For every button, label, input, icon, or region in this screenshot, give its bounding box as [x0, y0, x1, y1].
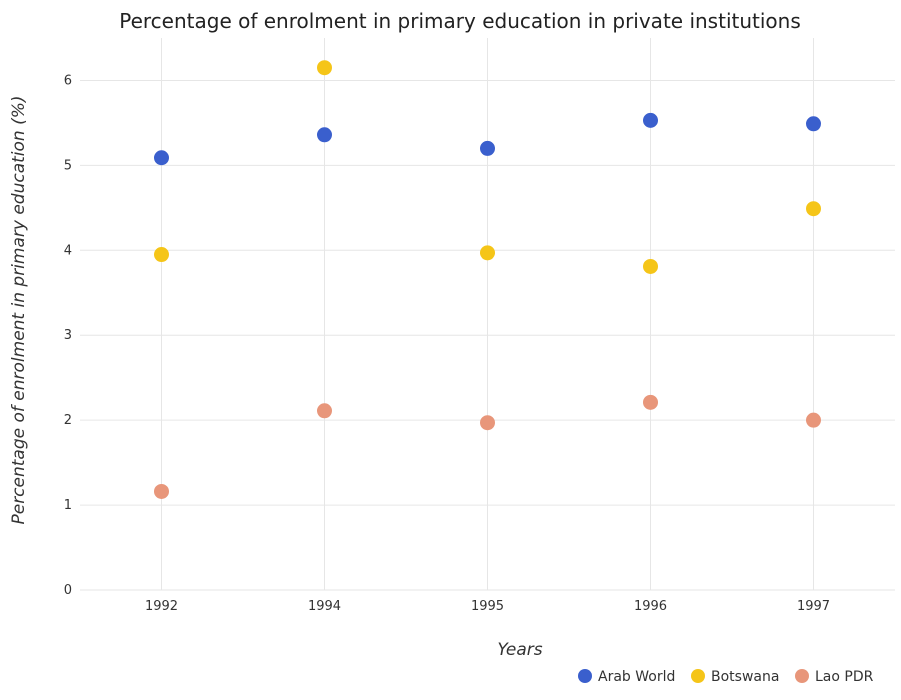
x-tick-label: 1995 [471, 599, 504, 614]
data-point-lao-pdr [480, 415, 495, 431]
x-axis-label: Years [497, 640, 542, 660]
y-axis-label: Percentage of enrolment in primary educa… [9, 95, 29, 524]
data-point-arab-world [806, 116, 821, 132]
legend-marker [691, 669, 705, 683]
y-tick-label: 1 [64, 498, 72, 513]
data-point-lao-pdr [643, 394, 658, 410]
data-point-botswana [806, 201, 821, 217]
y-tick-label: 3 [64, 328, 72, 343]
y-tick-label: 6 [64, 73, 72, 88]
data-point-lao-pdr [806, 412, 821, 428]
x-axis-ticks: 1992 1994 1995 1996 1997 [145, 599, 830, 614]
data-point-botswana [317, 60, 332, 76]
data-point-botswana [154, 247, 169, 263]
y-tick-label: 0 [64, 583, 72, 598]
data-point-lao-pdr [154, 483, 169, 499]
y-tick-label: 5 [64, 158, 72, 173]
legend-marker [578, 669, 592, 683]
legend: Arab World Botswana Lao PDR [578, 669, 874, 685]
data-point-arab-world [154, 150, 169, 166]
x-tick-label: 1996 [634, 599, 667, 614]
x-tick-label: 1992 [145, 599, 178, 614]
data-point-arab-world [643, 112, 658, 128]
data-point-arab-world [317, 127, 332, 143]
x-tick-label: 1997 [797, 599, 830, 614]
data-point-botswana [480, 245, 495, 261]
chart-title: Percentage of enrolment in primary educa… [119, 9, 801, 33]
legend-label: Botswana [711, 669, 779, 685]
legend-label: Arab World [598, 669, 675, 685]
x-tick-label: 1994 [308, 599, 341, 614]
y-tick-label: 2 [64, 413, 72, 428]
data-point-botswana [643, 258, 658, 274]
grid [80, 38, 895, 591]
legend-marker [795, 669, 809, 683]
y-tick-label: 4 [64, 243, 72, 258]
y-axis-ticks: 0 1 2 3 4 5 6 [64, 73, 72, 598]
legend-label: Lao PDR [815, 669, 874, 685]
data-points [154, 60, 821, 499]
data-point-arab-world [480, 140, 495, 156]
data-point-lao-pdr [317, 403, 332, 419]
